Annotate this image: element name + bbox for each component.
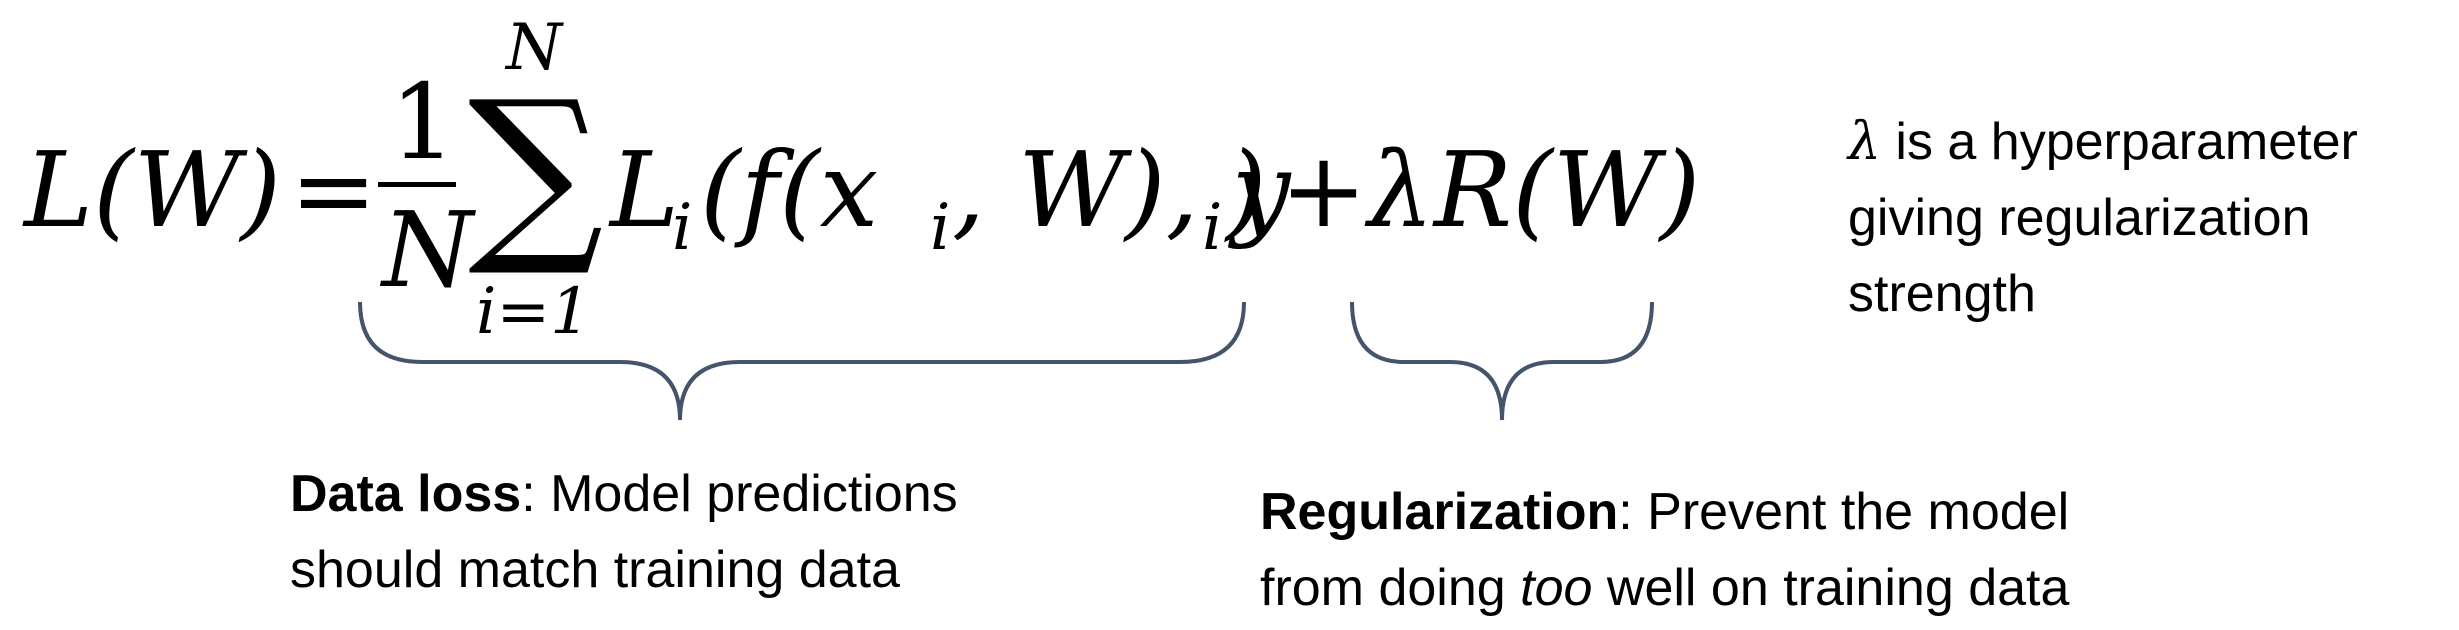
equation-lhs: L(W)	[24, 129, 282, 251]
data-loss-brace	[358, 301, 1246, 421]
regularization-line2-pre: from doing	[1260, 559, 1521, 617]
loss-term-close: )	[1226, 129, 1267, 251]
data-loss-line1-text: : Model predictions	[521, 465, 958, 523]
fraction-numerator: 1	[390, 61, 457, 183]
regularization-line2-post: well on training data	[1592, 559, 2070, 617]
fraction-denominator: N	[382, 189, 473, 311]
loss-term-mid: , W), y	[952, 129, 1291, 251]
data-loss-heading: Data loss	[290, 465, 522, 523]
x-subscript: i	[930, 191, 951, 265]
lambda-note-line1: λ is a hyperparameter	[1848, 104, 2358, 180]
lambda-note: λ is a hyperparameter giving regularizat…	[1848, 104, 2358, 332]
regularization-line1: Regularization: Prevent the model	[1260, 474, 2069, 550]
y-subscript: i	[1202, 191, 1223, 265]
regularization-line1-text: : Prevent the model	[1618, 483, 2070, 541]
loss-term-main: L	[610, 129, 680, 251]
lambda-symbol: λ	[1848, 112, 1881, 172]
data-loss-note: Data loss: Model predictions should matc…	[290, 456, 958, 608]
equation-equals: =	[290, 129, 378, 251]
regularization-term: λR(W)	[1368, 129, 1701, 251]
lambda-note-line3: strength	[1848, 265, 2036, 323]
lambda-note-line2: giving regularization	[1848, 189, 2311, 247]
equation-plus: +	[1280, 129, 1368, 251]
data-loss-line1: Data loss: Model predictions	[290, 456, 958, 532]
sum-upper-limit: N	[506, 11, 562, 85]
loss-equation: L(W) = 1 N N ∑ i=1 L i (f(x i , W), y i …	[0, 0, 1701, 344]
regularization-line2-emphasis: too	[1520, 559, 1593, 617]
regularization-brace	[1350, 301, 1654, 421]
data-loss-line2: should match training data	[290, 541, 900, 599]
loss-term-open: (f(x	[700, 129, 879, 251]
regularization-heading: Regularization	[1260, 483, 1619, 541]
fraction-bar	[378, 182, 456, 187]
loss-term-subscript: i	[672, 191, 693, 265]
regularization-line2: from doing too well on training data	[1260, 550, 2069, 626]
regularization-note: Regularization: Prevent the model from d…	[1260, 474, 2069, 626]
lambda-note-line1-text: is a hyperparameter	[1880, 113, 2358, 171]
sum-symbol: ∑	[468, 60, 604, 281]
sum-lower-limit: i=1	[476, 275, 591, 349]
